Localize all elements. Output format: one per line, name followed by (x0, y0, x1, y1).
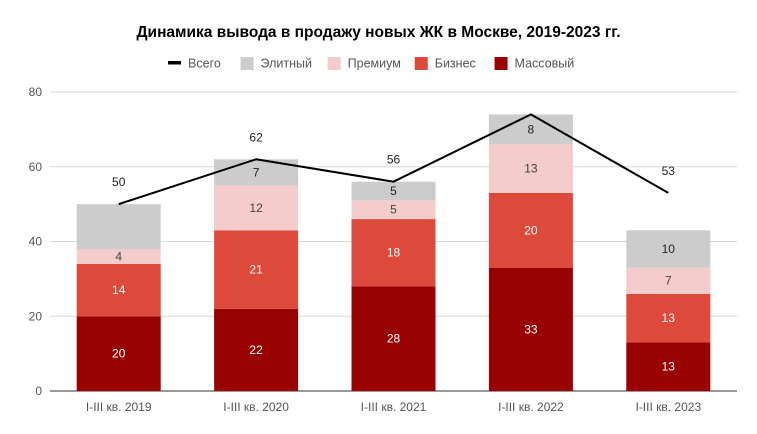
bar-segment-Премиум (214, 185, 299, 231)
x-tick-label: I-III кв. 2021 (361, 400, 427, 414)
x-tick-label: I-III кв. 2019 (86, 400, 152, 414)
segment-label: 14 (112, 283, 126, 297)
bar-segment-Премиум (488, 144, 573, 193)
bar-segment-Бизнес (488, 192, 573, 268)
legend-line-swatch (168, 61, 182, 65)
legend-label: Всего (188, 57, 221, 71)
x-axis: I-III кв. 2019 I-III кв. 2020 I-III кв. 20… (86, 400, 702, 414)
bar-segment-Массовый (626, 342, 711, 391)
segment-label: 13 (662, 311, 676, 325)
x-tick-label: I-III кв. 2023 (635, 400, 701, 414)
legend: Всего Элитный Премиум Бизнес Массовый (168, 57, 574, 71)
segment-label: 8 (528, 122, 535, 136)
segment-label: 13 (662, 360, 676, 374)
segment-label: 28 (387, 332, 401, 346)
y-tick-label: 0 (35, 384, 42, 398)
total-label: 56 (387, 153, 401, 167)
bar-segment-Элитный (626, 230, 711, 268)
bar-segment-Массовый (214, 308, 299, 391)
legend-swatch (494, 57, 508, 70)
bar-segment-Премиум (76, 248, 161, 264)
bar-segment-Массовый (488, 267, 573, 391)
segment-label: 13 (524, 162, 538, 176)
bar-segment-Бизнес (76, 263, 161, 317)
bar-segment-Массовый (76, 316, 161, 391)
segment-label: 22 (249, 343, 263, 357)
bar-segment-Элитный (351, 181, 436, 201)
legend-label: Элитный (261, 57, 312, 71)
y-tick-label: 20 (29, 309, 43, 323)
segment-label: 7 (253, 165, 260, 179)
segment-label: 7 (665, 274, 672, 288)
segment-label: 4 (115, 249, 122, 263)
chart-title: Динамика вывода в продажу новых ЖК в Мос… (137, 24, 621, 41)
bar-segment-Элитный (76, 204, 161, 249)
segment-label: 33 (524, 322, 538, 336)
legend-label: Бизнес (435, 57, 476, 71)
total-label: 53 (662, 164, 676, 178)
x-tick-label: I-III кв. 2020 (223, 400, 289, 414)
legend-swatch (327, 57, 341, 70)
y-tick-label: 60 (29, 160, 43, 174)
y-tick-label: 80 (29, 85, 43, 99)
segment-label: 5 (390, 203, 397, 217)
bar-segment-Бизнес (214, 230, 299, 309)
bar-segment-Бизнес (351, 219, 436, 287)
segment-label: 18 (387, 246, 401, 260)
legend-label: Премиум (348, 57, 401, 71)
legend-label: Массовый (515, 57, 575, 71)
total-line (118, 113, 669, 206)
total-line-layer: 50 62 56 53 (112, 113, 676, 206)
segment-label: 21 (249, 263, 263, 277)
segment-label: 5 (390, 184, 397, 198)
segment-label: 20 (112, 347, 126, 361)
total-label: 50 (112, 175, 126, 189)
bar-segment-Премиум (626, 267, 711, 294)
bar-segment-Массовый (351, 286, 436, 391)
segment-label: 20 (524, 223, 538, 237)
bar-segment-Премиум (351, 200, 436, 220)
x-tick-label: I-III кв. 2022 (498, 400, 564, 414)
bars: 20 14 4 22 21 12 7 28 18 5 5 33 20 13 8 13 13 7 10 (76, 114, 711, 391)
total-label: 62 (249, 130, 263, 144)
segment-label: 12 (249, 201, 263, 215)
legend-swatch (240, 57, 254, 70)
bar-segment-Бизнес (626, 293, 711, 343)
legend-swatch (414, 57, 428, 70)
segment-label: 10 (662, 242, 676, 256)
y-tick-label: 40 (29, 235, 43, 249)
